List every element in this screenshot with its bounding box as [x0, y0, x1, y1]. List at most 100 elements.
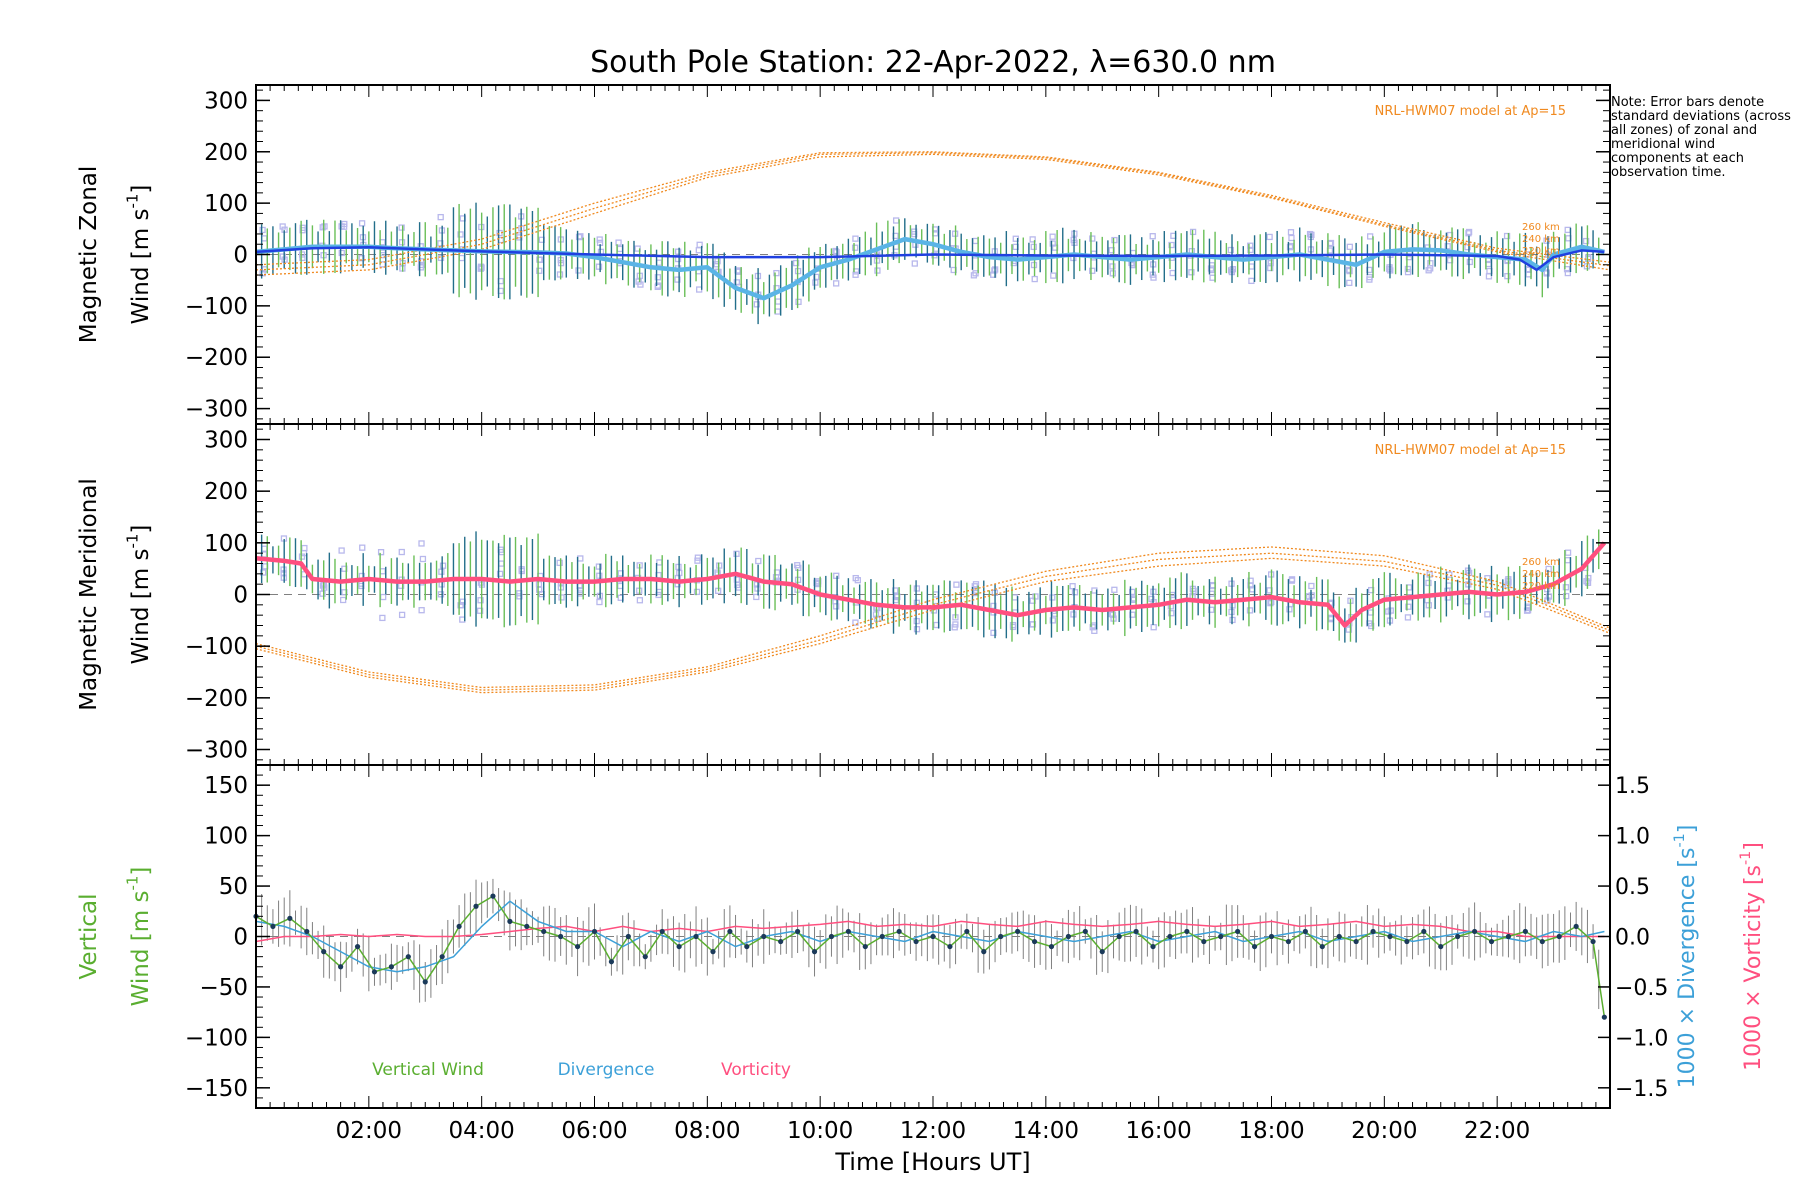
vertical-wind-point	[1065, 933, 1071, 940]
zone-sample-zonal	[1564, 226, 1571, 234]
x-tick-label: 08:00	[674, 1118, 740, 1144]
y-tick-label: −50	[199, 975, 248, 1001]
vertical-wind-point	[1573, 923, 1579, 930]
y-tick-label: −150	[185, 1076, 248, 1102]
model-height-label: 260 km	[1522, 557, 1560, 568]
y-tick-label: 0	[233, 583, 248, 609]
vertical-wind-point	[998, 933, 1004, 940]
zone-sample-meridional	[261, 545, 268, 552]
vertical-wind-point	[896, 928, 902, 935]
vertical-wind-point	[1590, 938, 1596, 945]
zone-sample-zonal	[259, 226, 266, 234]
y-axis-label-line2: Wind [m s-1]	[124, 525, 154, 665]
zone-sample-zonal	[437, 240, 444, 247]
zone-sample-zonal	[753, 301, 761, 308]
zone-sample-meridional	[694, 554, 702, 561]
zone-sample-zonal	[1286, 244, 1294, 251]
zone-sample-meridional	[1246, 607, 1254, 614]
y2-tick-label: 1.0	[1615, 825, 1650, 850]
zone-sample-zonal	[1209, 274, 1216, 281]
zone-sample-zonal	[1050, 272, 1057, 279]
legend-item: Vertical Wind	[372, 1060, 484, 1080]
mean-wind-line-meridional	[255, 541, 1607, 628]
zone-sample-zonal	[1207, 265, 1215, 272]
vertical-wind-point	[1505, 933, 1512, 940]
zone-sample-zonal	[1248, 277, 1255, 285]
zone-sample-meridional	[1583, 578, 1590, 585]
vertical-wind-point	[574, 943, 581, 950]
vertical-wind-point	[405, 954, 411, 960]
zone-sample-zonal	[674, 276, 681, 283]
zone-sample-meridional	[1011, 594, 1018, 601]
model-label-meridional: NRL-HWM07 model at Ap=15	[1375, 443, 1566, 458]
model-curve-meridional-0	[255, 546, 1611, 689]
error-bar-note: Note: Error bars denote standard deviati…	[1611, 95, 1791, 180]
zone-sample-meridional	[990, 602, 997, 610]
zone-sample-zonal	[911, 260, 918, 267]
zone-sample-meridional	[398, 611, 406, 619]
zone-sample-meridional	[1049, 617, 1056, 624]
zone-sample-meridional	[1464, 567, 1472, 574]
zone-sample-meridional	[1148, 595, 1155, 603]
zone-sample-meridional	[516, 593, 523, 600]
zone-sample-meridional	[1563, 592, 1570, 600]
y2-tick-label: 1.5	[1615, 774, 1650, 799]
zone-sample-zonal	[773, 269, 780, 277]
zone-sample-zonal	[812, 279, 819, 286]
zone-sample-meridional	[852, 574, 859, 582]
legend-item: Divergence	[558, 1060, 655, 1080]
zone-sample-zonal	[813, 273, 820, 281]
x-tick-label: 18:00	[1238, 1118, 1304, 1144]
x-tick-label: 06:00	[561, 1118, 627, 1144]
zone-sample-meridional	[1071, 589, 1079, 596]
zone-sample-meridional	[1564, 557, 1571, 564]
model-curve-meridional-1	[255, 552, 1611, 691]
vertical-wind-point	[1370, 928, 1376, 935]
vertical-wind-point	[1218, 933, 1224, 940]
vertical-wind-point	[1539, 938, 1545, 945]
zone-sample-zonal	[1247, 246, 1254, 254]
zone-sample-zonal	[298, 251, 306, 258]
zone-sample-zonal	[1229, 266, 1237, 273]
zone-sample-meridional	[459, 616, 466, 623]
zone-sample-meridional	[833, 572, 840, 579]
zone-sample-meridional	[913, 626, 921, 633]
zone-sample-meridional	[558, 594, 565, 601]
fitted-wind-line-zonal	[255, 246, 1605, 272]
y-tick-label: 0	[233, 243, 248, 269]
vorticity-line	[255, 920, 1605, 943]
y-tick-label: 100	[204, 531, 248, 557]
y2-tick-label: −0.5	[1615, 976, 1668, 1001]
zone-sample-zonal	[1266, 233, 1273, 241]
vertical-wind-point	[1421, 928, 1427, 935]
zone-sample-zonal	[1149, 233, 1156, 240]
vertical-wind-point	[1015, 928, 1021, 935]
zone-sample-meridional	[595, 563, 603, 570]
zone-sample-zonal	[972, 270, 979, 277]
y2-tick-label: −1.0	[1615, 1026, 1668, 1051]
zone-sample-zonal	[1248, 263, 1255, 270]
zone-sample-zonal	[1386, 265, 1393, 273]
zone-sample-zonal	[1543, 237, 1550, 244]
vertical-wind-point	[625, 933, 631, 940]
zone-sample-zonal	[637, 281, 644, 288]
vertical-wind-point	[981, 949, 987, 955]
zone-sample-zonal	[774, 308, 781, 315]
x-tick-label: 04:00	[449, 1118, 515, 1144]
mean-wind-line-zonal	[255, 236, 1605, 301]
zone-sample-zonal	[1031, 275, 1038, 283]
y-tick-label: 50	[219, 874, 248, 900]
zone-sample-zonal	[1366, 273, 1373, 281]
zone-sample-zonal	[299, 224, 306, 231]
zone-sample-meridional	[1545, 565, 1552, 573]
zone-sample-zonal	[437, 254, 445, 262]
y-tick-label: −300	[185, 397, 248, 423]
vertical-wind-point	[693, 933, 699, 940]
zone-sample-meridional	[1405, 603, 1412, 610]
zone-sample-meridional	[1404, 614, 1412, 621]
vertical-wind-point	[879, 933, 885, 940]
zone-sample-zonal	[795, 298, 802, 305]
vertical-wind-line	[255, 895, 1606, 1018]
zone-sample-meridional	[1308, 582, 1315, 590]
vertical-wind-point	[1601, 1014, 1607, 1020]
